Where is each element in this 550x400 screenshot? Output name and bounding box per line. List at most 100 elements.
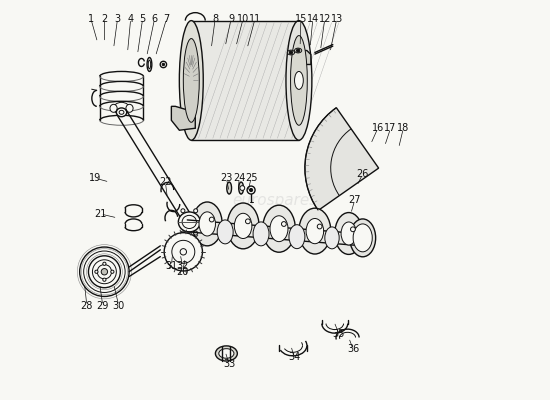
Ellipse shape [119,110,124,114]
Circle shape [89,256,120,288]
Ellipse shape [113,102,129,114]
Text: 19: 19 [89,173,101,183]
Circle shape [160,61,167,68]
Circle shape [296,49,300,52]
Text: 3: 3 [114,14,120,24]
Ellipse shape [289,225,305,249]
Text: 21: 21 [94,209,107,219]
Text: 15: 15 [295,14,307,24]
Ellipse shape [178,212,200,232]
Text: 9: 9 [228,14,234,24]
Text: 25: 25 [245,173,257,183]
Text: 29: 29 [97,301,109,311]
Ellipse shape [227,182,232,194]
Ellipse shape [335,212,362,254]
Text: 18: 18 [397,123,410,133]
Circle shape [282,222,287,226]
Text: 8: 8 [212,14,218,24]
Ellipse shape [286,21,312,140]
Text: 10: 10 [237,14,249,24]
Ellipse shape [290,36,307,125]
Text: 31: 31 [165,261,178,271]
Circle shape [181,209,185,213]
Circle shape [97,264,112,279]
Circle shape [194,209,197,213]
Text: 33: 33 [223,359,235,369]
Ellipse shape [325,227,339,249]
Text: 26: 26 [356,169,369,179]
Circle shape [289,51,293,54]
Ellipse shape [263,205,295,252]
Text: 5: 5 [140,14,146,24]
Text: 35: 35 [333,328,345,338]
Ellipse shape [179,21,204,140]
Ellipse shape [219,349,234,358]
Ellipse shape [295,48,302,53]
Text: 30: 30 [113,301,125,311]
Ellipse shape [341,222,356,245]
Text: eurospares: eurospares [232,192,318,208]
Ellipse shape [147,58,152,72]
Ellipse shape [110,104,117,112]
Ellipse shape [126,104,133,112]
Circle shape [250,188,252,192]
Ellipse shape [148,60,151,69]
Text: 20: 20 [177,267,189,277]
Ellipse shape [295,72,303,89]
Text: 28: 28 [81,301,93,311]
Circle shape [245,219,250,224]
Ellipse shape [253,222,269,246]
Ellipse shape [350,219,376,257]
Polygon shape [172,106,195,130]
Text: 11: 11 [249,14,261,24]
Circle shape [350,227,355,232]
Ellipse shape [234,213,252,238]
Circle shape [92,260,117,284]
Wedge shape [305,108,378,210]
Circle shape [95,270,98,273]
Text: 36: 36 [347,344,359,354]
Ellipse shape [182,215,196,228]
Ellipse shape [216,346,238,361]
Text: 23: 23 [220,173,233,183]
Circle shape [181,231,185,235]
Circle shape [103,278,106,281]
Circle shape [101,268,108,275]
Ellipse shape [227,203,259,249]
Ellipse shape [287,50,295,55]
Polygon shape [293,50,311,64]
Ellipse shape [217,220,233,244]
Circle shape [317,224,322,229]
Ellipse shape [299,208,331,254]
Polygon shape [191,21,299,140]
Text: 32: 32 [177,261,189,271]
Circle shape [180,249,186,255]
Text: 13: 13 [331,14,343,24]
Ellipse shape [239,182,244,194]
Text: 1: 1 [88,14,94,24]
Circle shape [84,251,125,292]
Circle shape [80,247,129,296]
Ellipse shape [199,212,216,236]
Text: 16: 16 [372,123,384,133]
Circle shape [194,231,197,235]
Ellipse shape [183,38,199,122]
Circle shape [172,240,195,263]
Ellipse shape [353,224,372,252]
Ellipse shape [270,216,288,242]
Text: 2: 2 [101,14,107,24]
Circle shape [247,186,255,194]
Circle shape [240,186,245,190]
Ellipse shape [306,218,323,244]
Text: 22: 22 [159,177,172,187]
Text: 27: 27 [349,195,361,205]
Circle shape [164,233,202,271]
Text: 24: 24 [233,173,245,183]
Text: 34: 34 [288,352,300,362]
Ellipse shape [117,108,126,117]
Circle shape [162,63,164,66]
Circle shape [210,217,214,222]
Text: 17: 17 [384,123,397,133]
Circle shape [103,262,106,265]
Text: 6: 6 [152,14,158,24]
